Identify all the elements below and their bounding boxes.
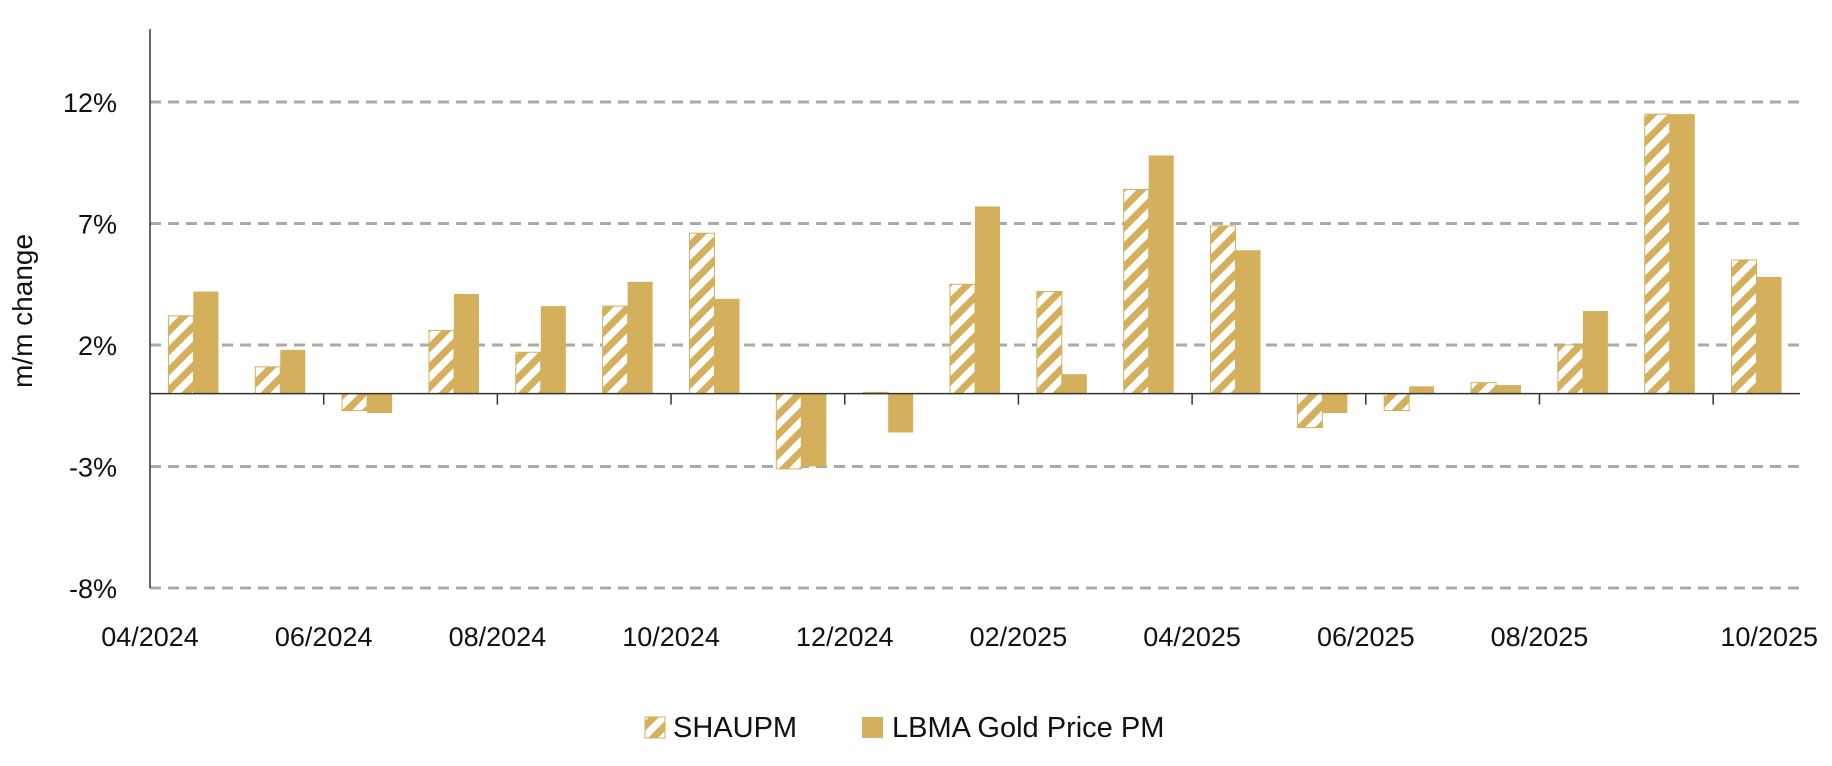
bar-shaupm-0 [167,315,194,395]
bar-lbma-8 [888,393,914,433]
legend-swatch-lbma [862,717,883,738]
bar-shaupm-9 [949,283,976,395]
bar-lbma-12 [1235,250,1261,394]
bar-lbma-16 [1582,310,1608,394]
bar-lbma-7 [801,393,827,467]
y-tick-label-4: -8% [69,574,117,604]
y-axis-title: m/m change [7,234,38,388]
y-tick-labels: 12% 7% 2% -3% -8% [63,88,117,604]
bar-lbma-3 [453,293,479,394]
bar-lbma-6 [714,298,740,394]
bar-lbma-2 [367,393,393,414]
bar-shaupm-3 [428,329,455,395]
y-tick-label-1: 7% [78,210,117,240]
legend-swatch-shaupm [644,716,666,739]
bar-shaupm-15 [1470,382,1497,395]
bar-shaupm-18 [1731,259,1758,395]
bar-shaupm-17 [1644,113,1671,395]
bar-shaupm-12 [1210,225,1237,395]
grid-lines [150,100,1800,590]
bar-lbma-13 [1322,393,1348,414]
x-tick-label-9: 10/2025 [1720,622,1818,652]
x-tick-label-1: 06/2024 [275,622,373,652]
legend-label-lbma: LBMA Gold Price PM [892,712,1164,744]
x-tick-labels: 04/2024 06/2024 08/2024 10/2024 12/2024 02/20… [101,622,1818,652]
bar-lbma-11 [1148,155,1174,394]
bar-shaupm-14 [1383,393,1410,412]
bar-shaupm-2 [341,393,368,412]
axes [149,29,1800,588]
y-tick-label-3: -3% [69,453,117,483]
y-tick-label-2: 2% [78,331,117,361]
bar-lbma-5 [627,281,653,394]
x-tick-label-5: 02/2025 [970,622,1068,652]
bar-lbma-17 [1669,114,1695,394]
bar-lbma-0 [193,291,219,394]
bar-lbma-10 [1061,374,1087,394]
bar-lbma-14 [1409,386,1435,394]
bar-shaupm-1 [254,366,281,395]
bar-shaupm-5 [602,305,629,395]
x-tick-label-7: 06/2025 [1317,622,1415,652]
bars [167,113,1782,470]
bar-shaupm-4 [515,351,542,395]
bar-shaupm-13 [1296,393,1323,429]
x-tick-label-4: 12/2024 [796,622,894,652]
legend: SHAUPM LBMA Gold Price PM [644,712,1164,744]
x-tick-label-8: 08/2025 [1491,622,1589,652]
x-tick-label-6: 04/2025 [1143,622,1241,652]
y-tick-label-0: 12% [63,88,117,118]
bar-lbma-15 [1496,385,1522,394]
bar-lbma-1 [280,349,306,394]
bar-shaupm-11 [1123,188,1150,395]
x-tick-label-0: 04/2024 [101,622,199,652]
bar-shaupm-16 [1557,344,1584,395]
bar-lbma-9 [975,206,1000,394]
bar-shaupm-10 [1036,291,1063,395]
bar-lbma-4 [540,306,566,394]
bar-shaupm-7 [775,393,802,470]
x-tick-label-2: 08/2024 [449,622,547,652]
bar-shaupm-6 [688,232,715,395]
bar-lbma-18 [1756,276,1782,394]
legend-label-shaupm: SHAUPM [673,712,797,744]
x-tick-label-3: 10/2024 [622,622,720,652]
